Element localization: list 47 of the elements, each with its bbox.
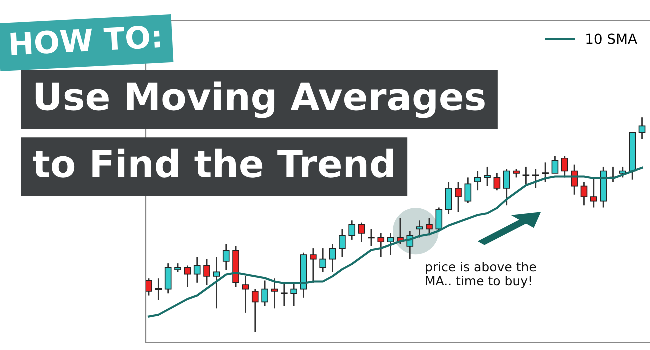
candlestick <box>222 244 230 271</box>
candlestick <box>348 220 356 241</box>
candlestick <box>378 232 385 258</box>
candlestick <box>155 278 162 301</box>
candlestick <box>252 288 259 333</box>
candlestick <box>445 181 452 215</box>
candlestick <box>552 156 559 174</box>
candlestick <box>184 265 192 288</box>
candlestick <box>358 222 366 243</box>
candlestick <box>484 166 491 187</box>
candlestick <box>426 218 433 236</box>
candlestick <box>146 278 152 296</box>
candlestick <box>339 228 346 258</box>
candlestick <box>387 232 394 256</box>
candlestick <box>164 262 172 294</box>
candlestick <box>329 244 336 273</box>
candlestick <box>290 282 298 308</box>
candlestick <box>638 116 646 140</box>
candlestick <box>455 181 462 213</box>
candlestick <box>280 282 288 308</box>
legend-label: 10 SMA <box>586 34 638 44</box>
candlestick <box>542 162 549 183</box>
candlestick <box>580 181 588 206</box>
candlestick <box>590 177 598 208</box>
annotation: price is above the MA.. time to buy! <box>426 262 536 288</box>
candlestick <box>204 258 210 286</box>
candlestick <box>474 170 482 192</box>
candlestick <box>242 276 250 314</box>
candlestick <box>271 278 278 310</box>
candlestick <box>503 168 510 206</box>
candlestick <box>494 172 501 192</box>
text: to Find the Trend <box>32 148 394 178</box>
text: HOW TO: <box>10 24 160 56</box>
candlestick <box>320 248 327 273</box>
candlestick <box>522 166 530 185</box>
chart-title: Use Moving Averages <box>36 82 485 118</box>
candlestick <box>194 256 201 284</box>
candlestick <box>213 256 220 310</box>
candlestick <box>436 207 443 232</box>
candlestick <box>532 168 540 190</box>
candlestick <box>561 156 568 178</box>
candlestick <box>262 280 268 308</box>
candlestick <box>620 166 626 178</box>
candlestick <box>310 248 317 284</box>
candlestick <box>368 228 375 248</box>
candlestick <box>416 220 424 239</box>
candlestick <box>464 177 472 204</box>
